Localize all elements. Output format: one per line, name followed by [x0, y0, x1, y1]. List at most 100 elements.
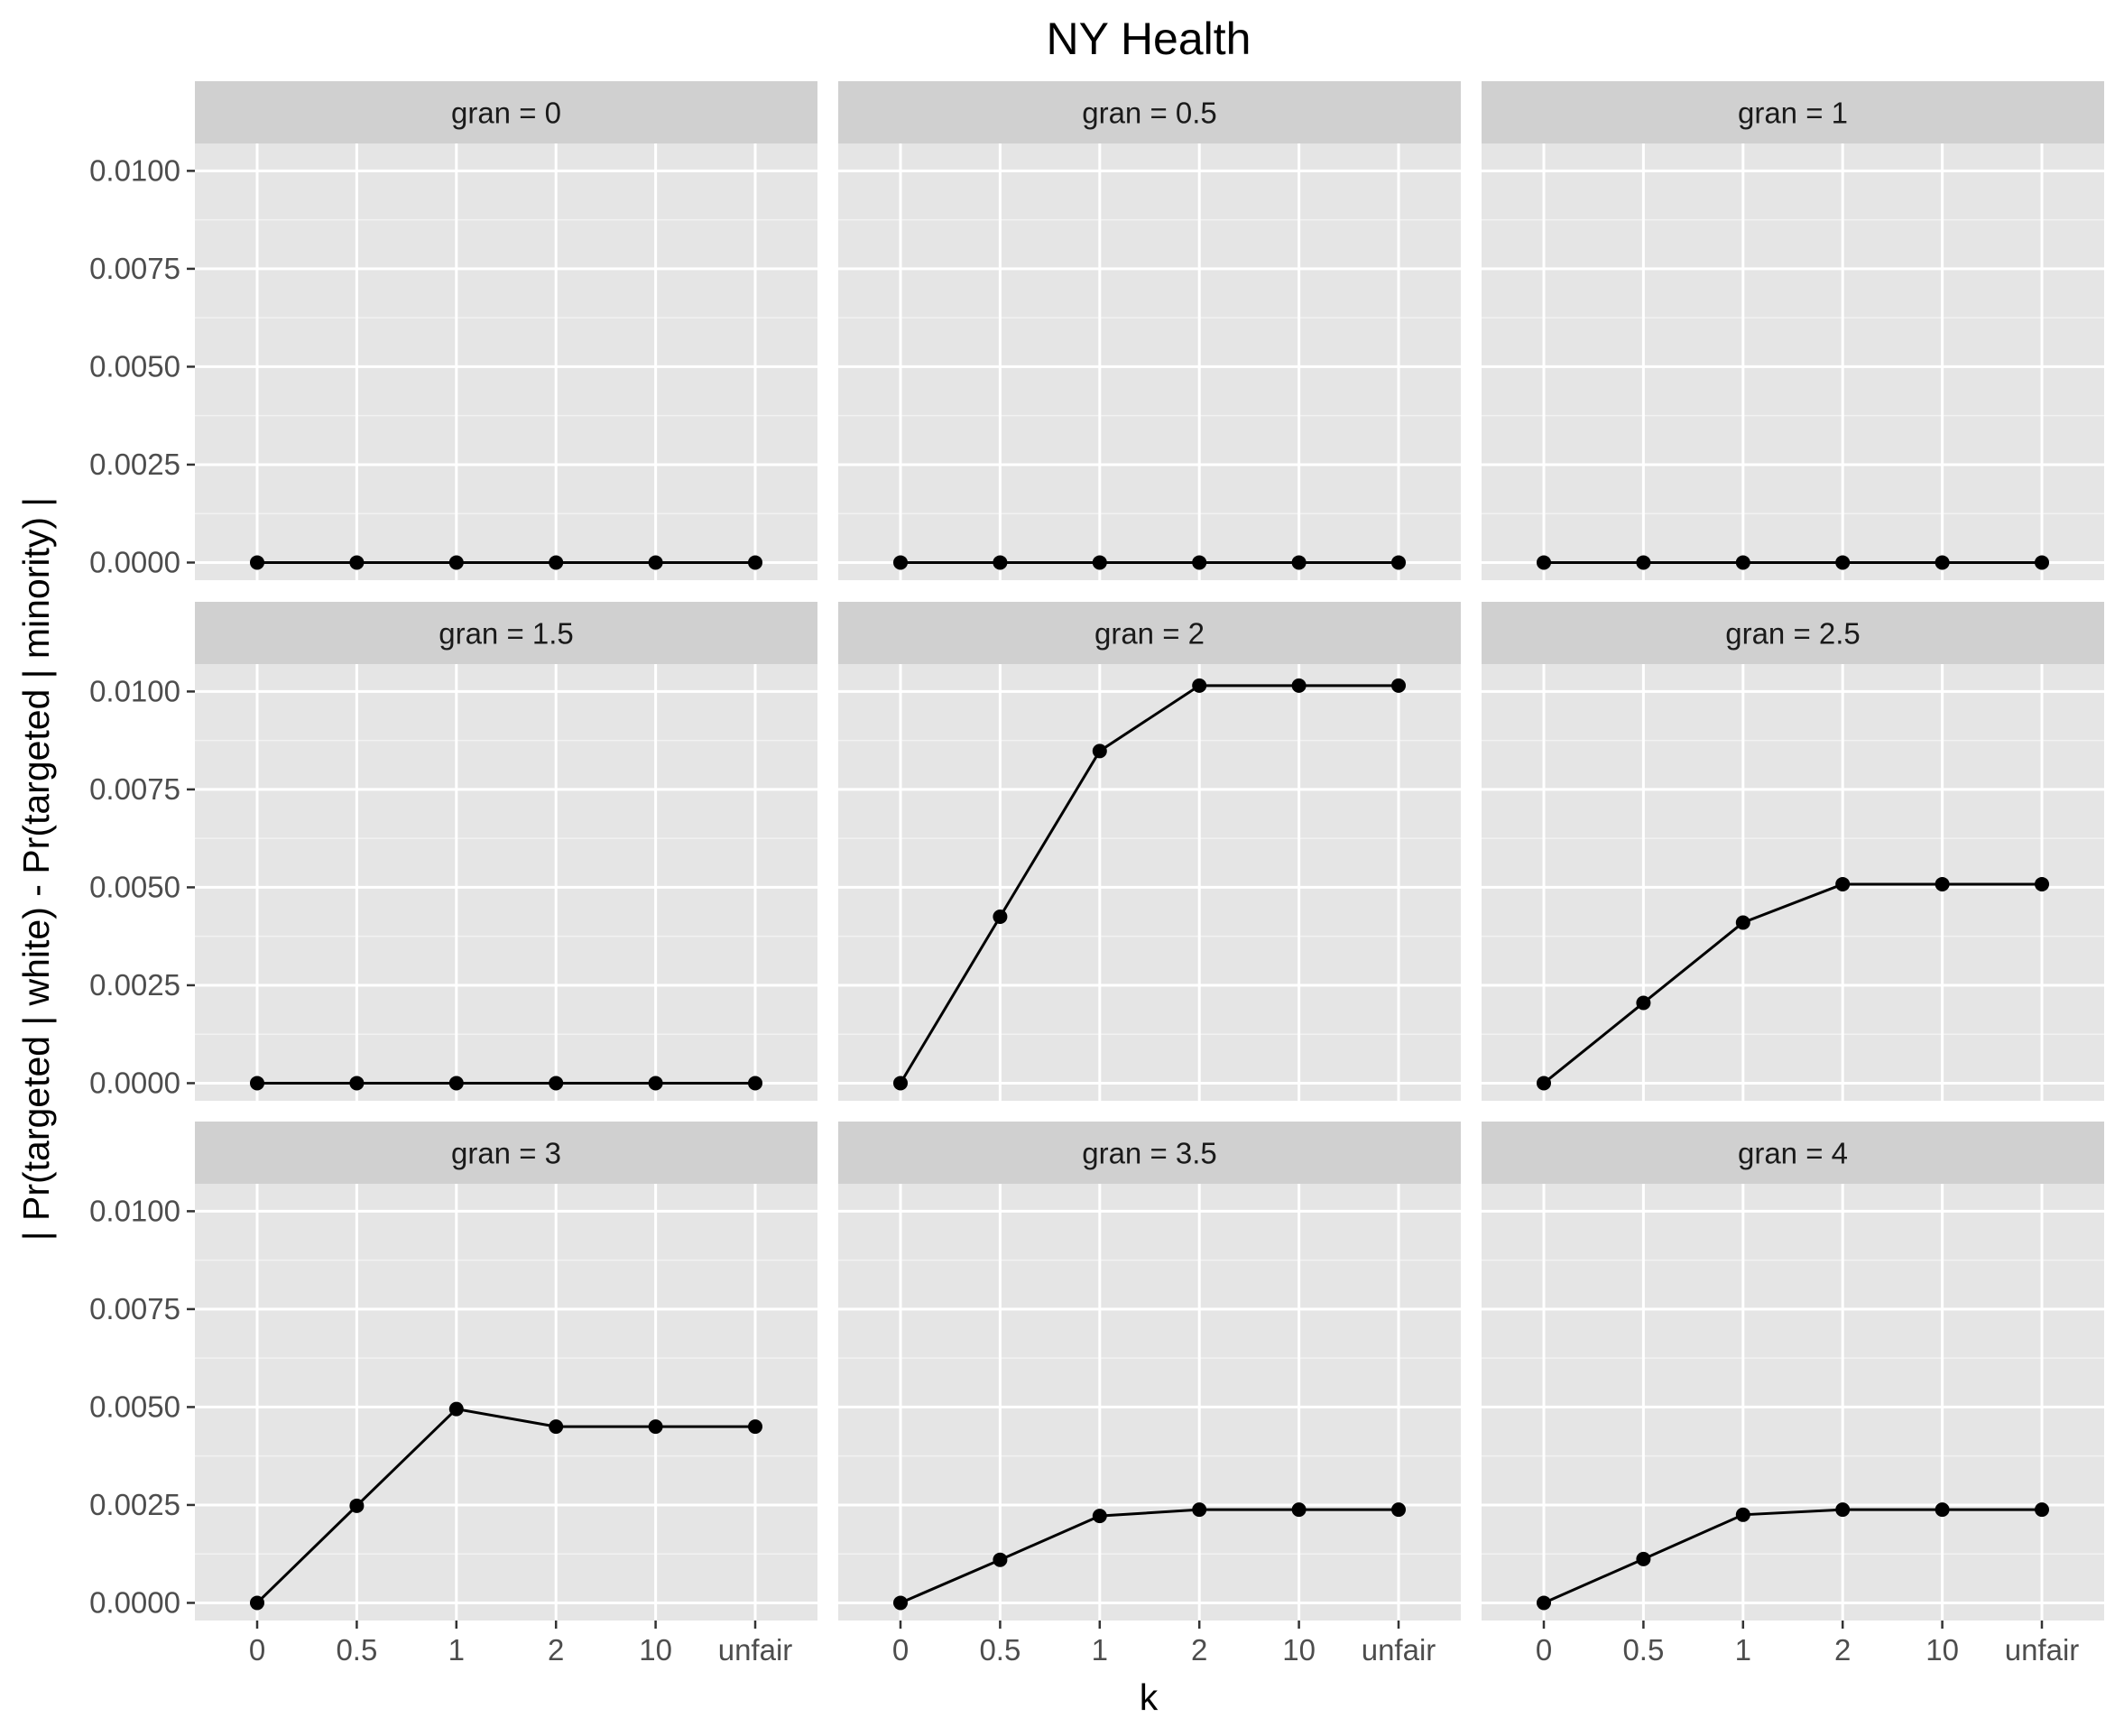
panel-background	[1482, 664, 2104, 1101]
x-tick-label: 10	[1925, 1633, 1959, 1667]
data-point	[448, 1076, 464, 1091]
panel-background	[1482, 143, 2104, 580]
panel-background	[195, 1184, 817, 1621]
panel-background	[195, 143, 817, 580]
data-point	[1092, 555, 1107, 570]
data-point	[1835, 555, 1851, 570]
facet-strip-label: gran = 2.5	[1725, 617, 1861, 651]
facet-panel: gran = 3.5	[838, 1122, 1461, 1621]
data-point	[549, 1076, 564, 1091]
y-tick-label: 0.0100	[89, 674, 180, 707]
panel-background	[838, 664, 1461, 1101]
data-point	[549, 555, 564, 570]
y-tick-label: 0.0100	[89, 153, 180, 187]
facet-strip	[195, 81, 817, 143]
x-tick-label: 0	[249, 1633, 265, 1667]
data-point	[748, 1076, 762, 1091]
facet-strip	[1482, 602, 2104, 664]
data-point	[1636, 555, 1651, 570]
data-point	[1636, 995, 1651, 1011]
data-point	[1291, 555, 1307, 570]
panel-background	[838, 143, 1461, 580]
facet-strip-label: gran = 0	[451, 97, 561, 130]
data-point	[1735, 1507, 1750, 1522]
y-tick-label: 0.0100	[89, 1194, 180, 1227]
facet-strip-label: gran = 2	[1094, 617, 1205, 651]
data-point	[1935, 876, 1950, 891]
data-point	[1935, 1502, 1950, 1518]
x-tick-label: 10	[1282, 1633, 1316, 1667]
facet-strip	[838, 1122, 1461, 1184]
data-point	[250, 555, 264, 570]
y-tick-label: 0.0025	[89, 448, 180, 481]
data-point	[648, 1076, 663, 1091]
y-tick-label: 0.0000	[89, 1585, 180, 1619]
data-point	[1291, 1502, 1307, 1518]
y-axis-title: | Pr(targeted | white) - Pr(targeted | m…	[15, 497, 57, 1241]
panel-background	[1482, 1184, 2104, 1621]
data-point	[1835, 876, 1851, 891]
data-point	[748, 555, 762, 570]
facet-panel: gran = 2.5	[1482, 602, 2104, 1101]
data-point	[250, 1076, 264, 1091]
data-point	[893, 1595, 908, 1611]
y-tick-label: 0.0075	[89, 1292, 180, 1325]
facet-strip-label: gran = 4	[1738, 1137, 1848, 1170]
data-point	[2035, 1502, 2049, 1518]
data-point	[349, 555, 365, 570]
facet-panel: gran = 3	[195, 1122, 817, 1621]
data-point	[1735, 555, 1750, 570]
y-tick-label: 0.0050	[89, 349, 180, 383]
chart-title: NY Health	[1047, 14, 1251, 64]
facet-strip-label: gran = 0.5	[1082, 97, 1217, 130]
facet-panel: gran = 0.5	[838, 81, 1461, 580]
data-point	[448, 1401, 464, 1417]
data-point	[1291, 678, 1307, 693]
y-tick-label: 0.0050	[89, 870, 180, 903]
facet-strip-label: gran = 3.5	[1082, 1137, 1217, 1170]
y-tick-label: 0.0075	[89, 772, 180, 806]
x-tick-label: 1	[448, 1633, 465, 1667]
x-tick-label: unfair	[1362, 1633, 1436, 1667]
data-point	[1537, 555, 1551, 570]
x-tick-label: 0	[892, 1633, 909, 1667]
y-tick-label: 0.0000	[89, 545, 180, 578]
facet-panels: gran = 0 gran = 0.5 gran = 1 gran = 1.5 gran…	[195, 81, 2104, 1621]
y-tick-label: 0.0025	[89, 968, 180, 1002]
x-tick-label: 0.5	[336, 1633, 377, 1667]
x-tick-label: unfair	[718, 1633, 793, 1667]
facet-strip	[838, 602, 1461, 664]
series-line	[1543, 882, 2042, 1085]
data-point	[1092, 1509, 1107, 1524]
x-tick-label: 2	[1191, 1633, 1207, 1667]
facet-strip-label: gran = 1.5	[439, 617, 574, 651]
y-tick-label: 0.0075	[89, 252, 180, 285]
data-point	[349, 1498, 365, 1513]
x-tick-label: 0.5	[1622, 1633, 1664, 1667]
series-line	[899, 684, 1399, 1085]
data-point	[893, 555, 908, 570]
data-point	[549, 1419, 564, 1435]
x-axes: 0 0.5 1 2 10 unfair 0 0.5 1 2 10 unfair 0 0.5 1 2 10 unfa…	[249, 1621, 2079, 1667]
y-axes: 0.0000 0.0025 0.0050 0.0075 0.0100 0.0000 0.00…	[89, 153, 195, 1619]
facet-strip-label: gran = 1	[1738, 97, 1848, 130]
data-point	[1092, 743, 1107, 759]
data-point	[1537, 1076, 1551, 1091]
facet-panel: gran = 1.5	[195, 602, 817, 1101]
data-point	[250, 1595, 264, 1611]
facet-strip	[838, 81, 1461, 143]
x-axis-title: k	[1140, 1676, 1159, 1718]
facet-strip-label: gran = 3	[451, 1137, 561, 1170]
x-tick-label: 10	[639, 1633, 672, 1667]
data-point	[1537, 1595, 1551, 1611]
y-tick-label: 0.0050	[89, 1390, 180, 1423]
series-line	[255, 1407, 755, 1604]
data-point	[993, 909, 1008, 924]
data-point	[648, 555, 663, 570]
data-point	[1391, 678, 1406, 693]
y-tick-label: 0.0000	[89, 1066, 180, 1099]
data-point	[993, 1552, 1008, 1567]
x-tick-label: 1	[1735, 1633, 1751, 1667]
facet-panel: gran = 4	[1482, 1122, 2104, 1621]
data-point	[893, 1076, 908, 1091]
